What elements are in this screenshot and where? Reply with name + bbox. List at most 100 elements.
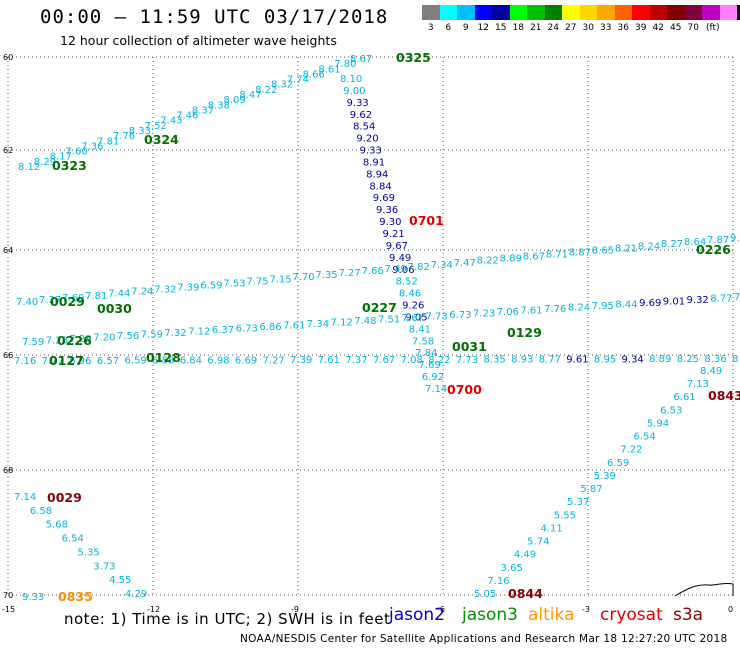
scale-label: 42 <box>652 23 664 33</box>
swh-value: 9.49 <box>389 253 411 264</box>
swh-value: 7.61 <box>283 321 305 332</box>
swh-value: 8.10 <box>340 74 362 85</box>
swh-value: 7.32 <box>164 328 186 339</box>
lon-label: -6 <box>437 605 445 614</box>
track-g: 7.14 6.58 5.68 6.54 5.35 3.73 4.55 4.29 <box>14 492 147 600</box>
swh-value: 7.20 <box>93 333 115 344</box>
scale-swatch <box>632 5 650 20</box>
swh-value: 7.35 <box>315 270 337 281</box>
swh-value: 9.26 <box>402 301 424 312</box>
swh-value: 9.9 <box>730 233 740 244</box>
scale-swatch <box>474 5 492 20</box>
swh-value: 7.12 <box>188 327 210 338</box>
swh-value: 9.67 <box>386 241 408 252</box>
swh-value: 7.66 <box>361 266 383 277</box>
swh-value: 6.61 <box>673 392 695 403</box>
scale-label: 6 <box>445 23 452 33</box>
altimeter-tracks: 8.128.298.177.607.367.817.768.337.527.43… <box>14 54 740 603</box>
swh-value: 5.39 <box>594 471 616 482</box>
swh-value: 7.27 <box>39 295 61 306</box>
swh-value: 7.58 <box>412 336 434 347</box>
pass-time-label: 0700 <box>447 382 482 397</box>
map-grid <box>7 56 734 596</box>
swh-value: 7.22 <box>620 445 642 456</box>
swh-value: 7.48 <box>354 316 376 327</box>
scale-swatch <box>509 5 527 20</box>
pass-time-label: 0324 <box>144 132 179 147</box>
swh-value: 7.73 <box>425 312 447 323</box>
swh-value: 7.47 <box>454 258 476 269</box>
swh-value: 8.47 <box>239 90 261 101</box>
swh-value: 8 <box>732 354 738 365</box>
swh-value: 8.71 <box>546 250 568 261</box>
legend-cryosat: cryosat <box>600 605 663 625</box>
pass-time-label: 0030 <box>97 301 132 316</box>
pass-time-label: 0323 <box>52 158 87 173</box>
scale-label: 27 <box>565 23 577 33</box>
swh-value: 7.82 <box>408 262 430 273</box>
swh-value: 7.13 <box>687 379 709 390</box>
swh-value: 9.32 <box>687 295 709 306</box>
scale-label: 15 <box>495 23 507 33</box>
pass-time-label: 0226 <box>57 333 92 348</box>
page-title: 00:00 – 11:59 UTC 03/17/2018 <box>40 6 389 28</box>
footer-credit: NOAA/NESDIS Center for Satellite Applica… <box>240 633 728 645</box>
swh-value: 7.60 <box>65 147 87 158</box>
swh-value: 5.74 <box>527 537 549 548</box>
swh-value: 8.29 <box>34 157 56 168</box>
pass-time-label: 0029 <box>47 490 82 505</box>
swh-value: 8.67 <box>350 54 372 65</box>
swh-value: 7.67 <box>402 313 424 324</box>
pass-time-label: 0844 <box>508 586 543 601</box>
swh-value: 9.33 <box>347 98 369 109</box>
swh-value: 8.95 <box>594 354 616 365</box>
scale-label: 70 <box>687 23 699 33</box>
track-h: 9.33 <box>22 592 44 603</box>
swh-value: 6.69 <box>235 355 257 366</box>
scale-label: (ft) <box>705 23 720 33</box>
swh-value: 7.15 <box>269 274 291 285</box>
lat-label: 68 <box>3 466 13 475</box>
scale-swatch <box>457 5 475 20</box>
swh-value: 8.89 <box>500 254 522 265</box>
swh-value: 9.05 <box>405 312 427 323</box>
swh-value: 7.61 <box>520 306 542 317</box>
swh-value: 7.40 <box>16 297 38 308</box>
scale-label: 18 <box>512 23 524 33</box>
swh-value: 7.59 <box>141 330 163 341</box>
swh-value: 6.96 <box>69 356 91 367</box>
swh-value: 7.14 <box>425 384 447 395</box>
swh-value: 6.58 <box>152 356 174 367</box>
swh-value: 7.32 <box>154 285 176 296</box>
swh-value: 9.34 <box>622 354 644 365</box>
pass-time-labels: 0325 0324 0323 0701 0226 0029 0030 0227 0129 0226… <box>47 50 740 604</box>
swh-value: 8.35 <box>483 355 505 366</box>
swh-value: 8.09 <box>224 95 246 106</box>
swh-value: 7.49 <box>385 264 407 275</box>
swh-value: 7.36 <box>81 141 103 152</box>
swh-value: 4.55 <box>109 575 131 586</box>
swh-value: 7.67 <box>373 355 395 366</box>
swh-value: 9.00 <box>343 86 365 97</box>
swh-value: 9.69 <box>373 193 395 204</box>
swh-value: 6.53 <box>660 405 682 416</box>
swh-value: 7.53 <box>223 278 245 289</box>
swh-value: 8.32 <box>271 80 293 91</box>
scale-label: 36 <box>617 23 629 33</box>
pass-time-label: 0031 <box>452 339 487 354</box>
swh-value: 6.73 <box>236 324 258 335</box>
swh-value: 8.87 <box>569 247 591 258</box>
swh-value: 4.49 <box>514 550 536 561</box>
legend-jason2: jason2 <box>389 605 445 625</box>
lon-label: -3 <box>582 605 590 614</box>
scale-label: 45 <box>670 23 682 33</box>
swh-value: 9.62 <box>350 110 372 121</box>
color-scale-labels: 3 6 9 12 15 18 21 24 27 30 33 36 39 42 45 70 (ft) <box>422 23 740 35</box>
swh-value: 8.77 <box>539 355 561 366</box>
swh-value: 8.77 <box>710 294 732 305</box>
lat-label: 70 <box>3 591 13 600</box>
swh-value: 8.24 <box>638 241 660 252</box>
swh-value: 7.24 <box>131 287 153 298</box>
scale-swatch <box>492 5 510 20</box>
